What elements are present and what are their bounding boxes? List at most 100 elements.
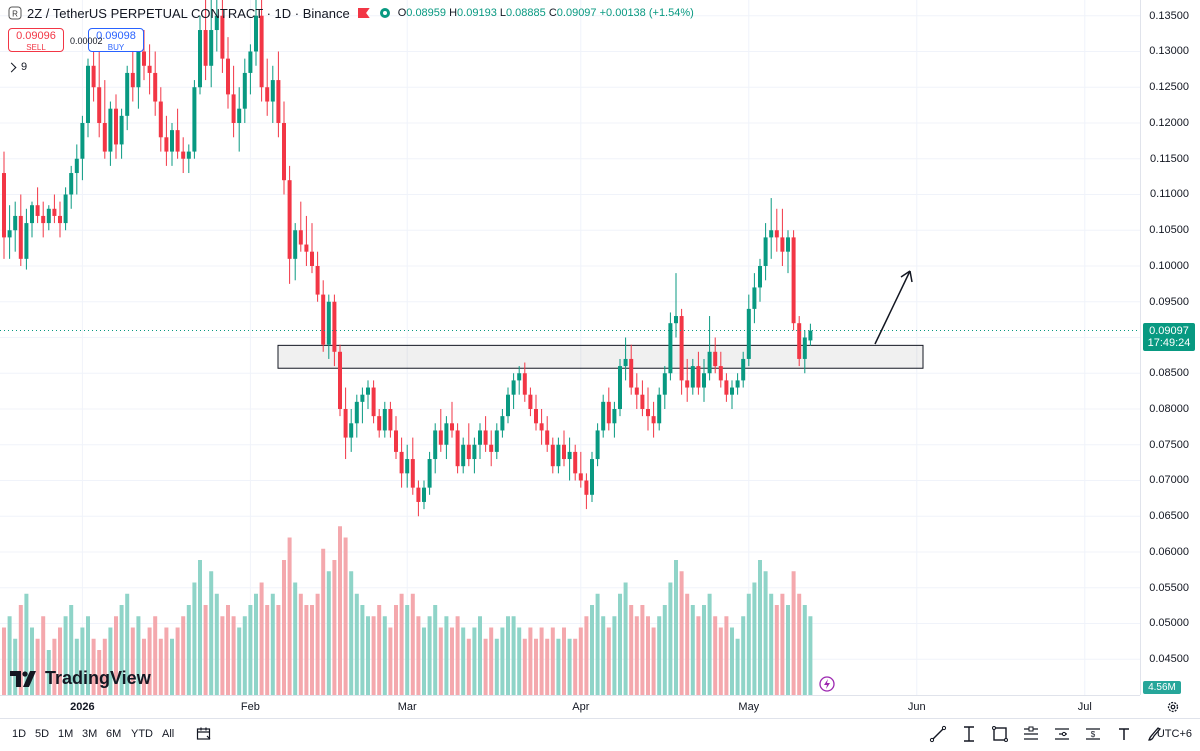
volume-bar <box>276 605 281 695</box>
candle-body <box>304 244 309 252</box>
candle-body <box>455 430 460 467</box>
volume-bar <box>366 616 370 695</box>
last-price-badge: 0.09097 17:49:24 <box>1143 322 1195 351</box>
volume-bar <box>802 605 807 695</box>
flag-icon[interactable] <box>357 8 370 18</box>
brush-icon[interactable] <box>1139 723 1170 745</box>
volume-bar <box>186 605 191 695</box>
candle-body <box>483 430 488 445</box>
candle-body <box>164 137 169 152</box>
volume-bar <box>287 537 292 695</box>
range-button-5d[interactable]: 5D <box>35 728 50 740</box>
volume-bar <box>578 627 583 695</box>
candle-body <box>226 58 230 95</box>
range-button-1m[interactable]: 1M <box>58 728 74 740</box>
candle-body <box>46 208 51 224</box>
lightning-icon[interactable] <box>819 676 835 692</box>
volume-bar <box>679 571 684 695</box>
timezone[interactable]: UTC+6 <box>1156 728 1192 740</box>
volume-bar <box>102 638 107 695</box>
volume-bar <box>472 627 477 695</box>
settings-gear-icon[interactable] <box>1166 700 1180 714</box>
volume-bar <box>158 638 163 695</box>
candle-body <box>97 87 102 123</box>
candle-body <box>545 430 550 445</box>
time-tick: Jun <box>907 701 926 713</box>
candle-body <box>461 444 466 467</box>
volume-bar <box>108 627 113 695</box>
range-button-1d[interactable]: 1D <box>12 728 27 740</box>
volume-bar <box>752 582 757 695</box>
symbol-title[interactable]: 2Z / TetherUS PERPETUAL CONTRACT · 1D · … <box>27 5 350 21</box>
text-icon[interactable] <box>1108 723 1139 745</box>
candle-body <box>354 401 359 424</box>
candle-body <box>791 237 796 324</box>
buy-label: BUY <box>107 43 125 52</box>
range-button-6m[interactable]: 6M <box>106 728 122 740</box>
drawing-tools: $ <box>922 723 1170 745</box>
volume-bar <box>735 638 740 695</box>
candle-body <box>528 394 533 409</box>
volume-bar <box>175 627 180 695</box>
price-tick: 0.11000 <box>1150 188 1189 201</box>
buy-price: 0.09098 <box>96 30 136 42</box>
volume-bar <box>52 638 57 695</box>
measure-icon[interactable]: $ <box>1077 723 1108 745</box>
price-range-icon[interactable] <box>1046 723 1077 745</box>
volume-bar <box>674 560 678 695</box>
candle-body <box>601 401 606 431</box>
volume-bar <box>590 605 594 695</box>
candle-body <box>388 408 393 431</box>
volume-bar <box>394 605 398 695</box>
candle-body <box>679 316 684 381</box>
candlestick-chart[interactable] <box>0 0 1140 695</box>
volume-bar <box>254 593 258 695</box>
candle-body <box>629 358 634 388</box>
long-position-icon[interactable] <box>1015 723 1046 745</box>
range-button-all[interactable]: All <box>162 728 175 740</box>
candle-body <box>511 380 516 395</box>
candle-body <box>63 194 68 224</box>
fib-icon[interactable] <box>953 723 984 745</box>
rectangle-icon[interactable] <box>984 723 1015 745</box>
trend-line-icon[interactable] <box>922 723 953 745</box>
high-value: 0.09193 <box>457 7 497 19</box>
candle-body <box>248 51 253 73</box>
calendar-range-icon[interactable] <box>196 726 212 742</box>
volume-bar <box>86 616 90 695</box>
candle-body <box>69 173 74 195</box>
price-tick: 0.07000 <box>1149 474 1189 487</box>
volume-bar <box>646 616 650 695</box>
candle-body <box>18 215 23 259</box>
candle-body <box>646 408 650 417</box>
volume-bar <box>595 593 600 695</box>
candle-body <box>343 408 348 438</box>
volume-bar <box>511 616 516 695</box>
candle-body <box>494 430 499 452</box>
candle-body <box>35 205 40 216</box>
candle-body <box>310 251 314 266</box>
volume-bar <box>310 605 314 695</box>
candle-body <box>707 351 712 374</box>
chart-area[interactable] <box>0 0 1140 695</box>
range-button-3m[interactable]: 3M <box>82 728 98 740</box>
tradingview-logo[interactable]: TradingView <box>10 668 151 689</box>
change-value: +0.00138 (+1.54%) <box>599 7 694 19</box>
buy-button[interactable]: 0.09098 BUY <box>88 28 144 52</box>
volume-bar <box>153 616 158 695</box>
time-axis[interactable]: 2026 Feb Mar Apr May Jun Jul <box>0 695 1140 718</box>
volume-bar <box>192 582 197 695</box>
volume-bar <box>405 605 410 695</box>
candle-body <box>539 423 544 431</box>
candle-body <box>231 94 236 123</box>
volume-bar <box>147 627 152 695</box>
volume-bar <box>668 582 673 695</box>
range-button-ytd[interactable]: YTD <box>131 728 153 740</box>
volume-bar <box>758 560 762 695</box>
volume-bar <box>2 627 6 695</box>
candle-body <box>774 230 779 238</box>
indicators-toggle[interactable]: 9 <box>6 61 27 73</box>
volume-bar <box>304 605 309 695</box>
sell-button[interactable]: 0.09096 SELL <box>8 28 64 52</box>
candle-body <box>478 430 482 445</box>
